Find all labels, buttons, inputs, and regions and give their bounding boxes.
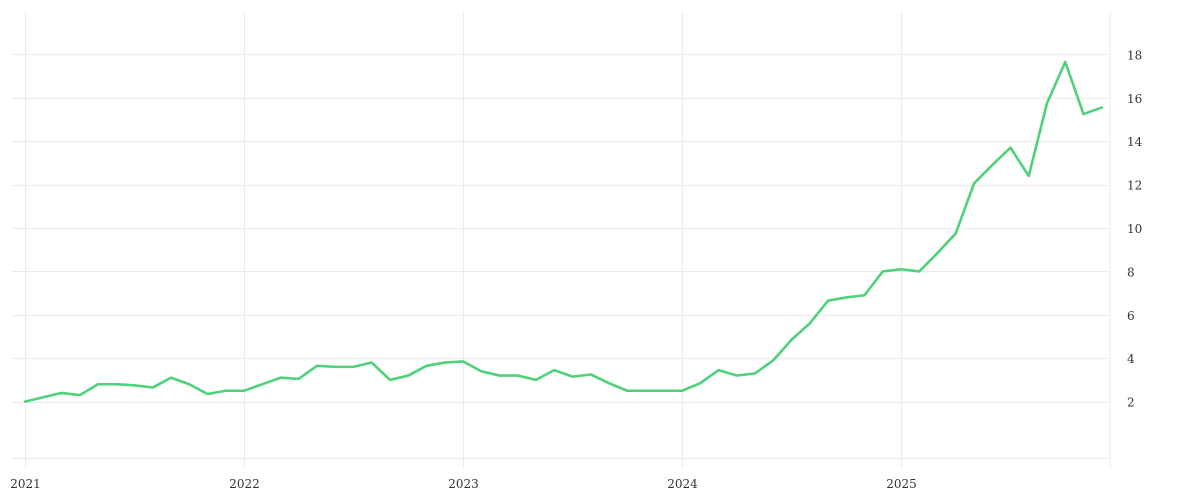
x-axis-tick-labels: 2021 2022 2023 2024 2025 [10,477,917,491]
x-tick-label: 2021 [10,477,41,491]
x-tick-label: 2025 [886,477,917,491]
x-tick-label: 2022 [229,477,260,491]
x-tick-label: 2024 [667,477,698,491]
data-line [23,60,1104,403]
y-tick-label: 12 [1127,179,1142,193]
horizontal-gridlines [12,54,1110,459]
y-tick-label: 8 [1127,265,1135,279]
y-tick-label: 16 [1127,92,1142,106]
vertical-gridlines [25,12,902,468]
y-tick-label: 14 [1127,135,1143,149]
y-axis-tick-labels: 2 4 6 8 10 12 14 16 18 [1127,48,1143,409]
x-tick-label: 2023 [448,477,479,491]
y-tick-label: 4 [1127,352,1135,366]
y-tick-label: 2 [1127,396,1135,410]
y-tick-label: 6 [1127,309,1135,323]
y-tick-label: 10 [1127,222,1142,236]
y-tick-label: 18 [1127,48,1142,62]
